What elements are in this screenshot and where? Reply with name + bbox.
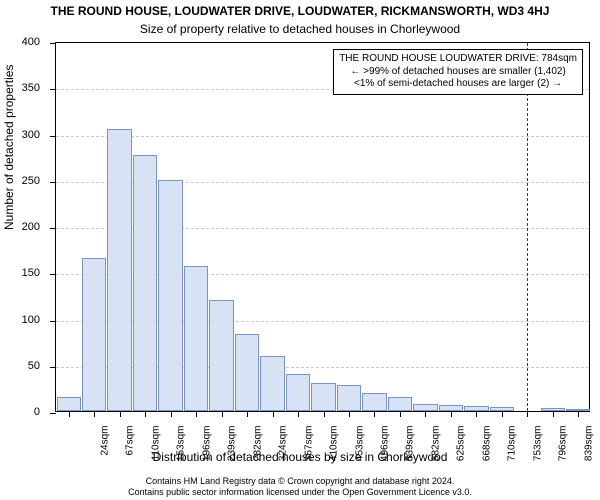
x-tick-label: 282sqm bbox=[252, 426, 263, 466]
histogram-bar bbox=[184, 266, 208, 411]
gridline-h bbox=[56, 136, 589, 137]
y-tick-label: 400 bbox=[10, 36, 40, 48]
histogram-bar bbox=[413, 404, 437, 411]
histogram-bar bbox=[133, 155, 157, 411]
histogram-bar bbox=[107, 129, 131, 411]
x-tick bbox=[578, 411, 579, 417]
x-tick-label: 67sqm bbox=[125, 426, 136, 466]
x-tick bbox=[400, 411, 401, 417]
histogram-bar bbox=[337, 385, 361, 411]
histogram-bar bbox=[260, 356, 284, 412]
histogram-bar bbox=[286, 374, 310, 411]
x-tick-label: 796sqm bbox=[558, 426, 569, 466]
x-tick bbox=[120, 411, 121, 417]
x-tick-label: 668sqm bbox=[481, 426, 492, 466]
x-tick bbox=[247, 411, 248, 417]
x-tick bbox=[69, 411, 70, 417]
x-tick-label: 753sqm bbox=[532, 426, 543, 466]
histogram-bar bbox=[388, 397, 412, 411]
x-tick-label: 153sqm bbox=[176, 426, 187, 466]
y-tick-label: 350 bbox=[10, 82, 40, 94]
x-tick-label: 24sqm bbox=[99, 426, 110, 466]
y-tick-label: 250 bbox=[10, 175, 40, 187]
attribution-line1: Contains HM Land Registry data © Crown c… bbox=[146, 476, 455, 486]
x-tick bbox=[425, 411, 426, 417]
y-tick bbox=[50, 43, 56, 44]
attribution-text: Contains HM Land Registry data © Crown c… bbox=[0, 476, 600, 498]
histogram-bar bbox=[158, 180, 182, 411]
y-tick-label: 100 bbox=[10, 314, 40, 326]
plot-area: THE ROUND HOUSE LOUDWATER DRIVE: 784sqm←… bbox=[55, 42, 590, 412]
x-tick bbox=[145, 411, 146, 417]
x-tick bbox=[502, 411, 503, 417]
attribution-line2: Contains public sector information licen… bbox=[128, 487, 472, 497]
x-tick bbox=[553, 411, 554, 417]
histogram-bar bbox=[82, 258, 106, 411]
annotation-line2: ← >99% of detached houses are smaller (1… bbox=[339, 66, 577, 79]
x-tick-label: 324sqm bbox=[278, 426, 289, 466]
x-tick-label: 453sqm bbox=[354, 426, 365, 466]
x-tick-label: 239sqm bbox=[227, 426, 238, 466]
x-tick-label: 410sqm bbox=[329, 426, 340, 466]
y-tick bbox=[50, 321, 56, 322]
y-tick bbox=[50, 413, 56, 414]
annotation-line1: THE ROUND HOUSE LOUDWATER DRIVE: 784sqm bbox=[339, 53, 577, 66]
x-tick-label: 710sqm bbox=[507, 426, 518, 466]
x-tick-label: 496sqm bbox=[379, 426, 390, 466]
y-tick bbox=[50, 274, 56, 275]
x-tick bbox=[222, 411, 223, 417]
x-tick bbox=[171, 411, 172, 417]
y-tick bbox=[50, 136, 56, 137]
y-tick-label: 150 bbox=[10, 267, 40, 279]
x-tick bbox=[349, 411, 350, 417]
histogram-bar bbox=[57, 397, 81, 411]
y-tick-label: 200 bbox=[10, 221, 40, 233]
chart-subtitle: Size of property relative to detached ho… bbox=[0, 22, 600, 36]
histogram-bar bbox=[311, 383, 335, 411]
marker-line bbox=[527, 43, 528, 411]
x-tick bbox=[298, 411, 299, 417]
y-tick bbox=[50, 182, 56, 183]
x-tick-label: 625sqm bbox=[456, 426, 467, 466]
x-tick-label: 196sqm bbox=[201, 426, 212, 466]
x-tick bbox=[374, 411, 375, 417]
x-tick bbox=[451, 411, 452, 417]
y-tick-label: 0 bbox=[10, 406, 40, 418]
x-tick-label: 110sqm bbox=[150, 426, 161, 466]
y-tick-label: 300 bbox=[10, 129, 40, 141]
y-tick bbox=[50, 228, 56, 229]
x-tick-label: 839sqm bbox=[583, 426, 594, 466]
x-tick-label: 582sqm bbox=[430, 426, 441, 466]
x-tick bbox=[273, 411, 274, 417]
x-tick-label: 539sqm bbox=[405, 426, 416, 466]
x-tick bbox=[94, 411, 95, 417]
x-tick bbox=[324, 411, 325, 417]
x-tick-label: 367sqm bbox=[303, 426, 314, 466]
histogram-bar bbox=[362, 393, 386, 412]
y-tick bbox=[50, 367, 56, 368]
x-tick bbox=[527, 411, 528, 417]
chart-title-address: THE ROUND HOUSE, LOUDWATER DRIVE, LOUDWA… bbox=[0, 4, 600, 18]
annotation-box: THE ROUND HOUSE LOUDWATER DRIVE: 784sqm←… bbox=[333, 49, 583, 95]
histogram-bar bbox=[235, 334, 259, 411]
x-tick bbox=[196, 411, 197, 417]
y-tick-label: 50 bbox=[10, 360, 40, 372]
y-tick bbox=[50, 89, 56, 90]
histogram-bar bbox=[209, 300, 233, 411]
x-tick bbox=[476, 411, 477, 417]
annotation-line3: <1% of semi-detached houses are larger (… bbox=[339, 78, 577, 91]
